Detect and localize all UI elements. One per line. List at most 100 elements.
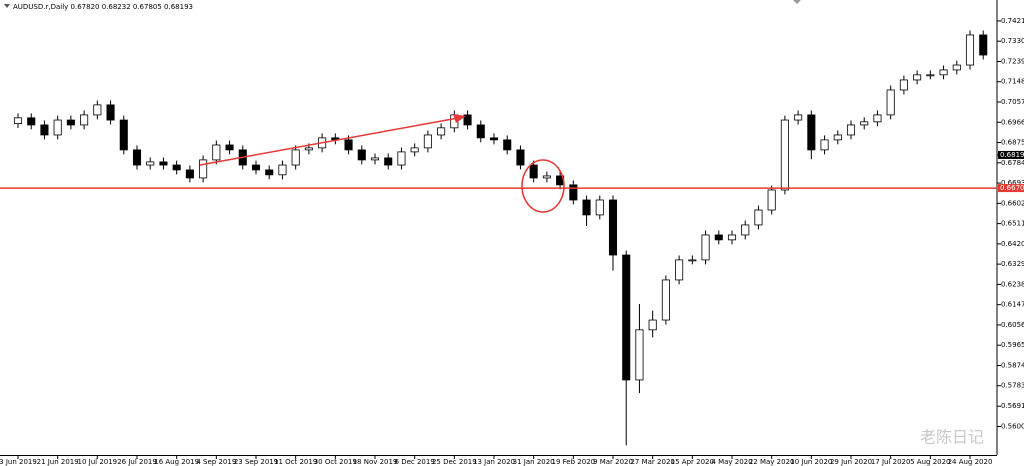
x-tick-label: 4 May 2020 <box>711 458 752 466</box>
candle-body <box>159 161 168 166</box>
candle-body <box>304 147 313 151</box>
candle-body <box>437 127 446 136</box>
candle-body <box>251 164 261 171</box>
candle-body <box>463 114 472 126</box>
candle-body <box>80 114 89 126</box>
candle-body <box>106 104 115 121</box>
y-tick-label: 0.56000 <box>1001 422 1024 430</box>
x-tick-label: 16 Aug 2019 <box>154 458 199 466</box>
x-tick-label: 27 Mar 2020 <box>630 458 674 466</box>
candle-body <box>648 319 657 331</box>
candle-body <box>886 89 895 116</box>
candle-body <box>384 157 393 166</box>
candle-body <box>860 121 869 126</box>
candle-body <box>291 149 300 166</box>
candle-body <box>833 134 842 141</box>
candle-body <box>780 119 789 191</box>
candle-body <box>397 151 406 166</box>
shift-marker <box>793 0 801 4</box>
candle-body <box>741 224 750 236</box>
highlight-circle <box>521 159 565 213</box>
x-tick-label: 19 Feb 2020 <box>552 458 596 466</box>
candle-body <box>582 199 591 216</box>
candle-body <box>820 139 829 151</box>
candle-body <box>199 159 208 179</box>
x-tick-label: 5 Aug 2020 <box>910 458 950 466</box>
x-tick-label: 30 Oct 2019 <box>314 458 357 466</box>
x-tick-label: 26 Jul 2019 <box>117 458 157 466</box>
symbol-icon <box>4 4 10 8</box>
candle-body <box>979 34 988 56</box>
x-tick-label: 10 Jun 2020 <box>790 458 832 466</box>
candle-body <box>727 234 737 241</box>
candle-body <box>476 124 485 139</box>
x-tick-label: 11 Oct 2019 <box>274 458 317 466</box>
candle-body <box>423 134 432 149</box>
x-tick-label: 31 Jan 2020 <box>513 458 555 466</box>
candle-body <box>595 199 604 216</box>
candle-body <box>146 161 155 166</box>
candle-body <box>939 69 948 76</box>
candle-body <box>688 259 697 262</box>
x-tick-label: 21 Jun 2019 <box>37 458 79 466</box>
candle-body <box>635 329 644 381</box>
candle-body <box>807 114 816 151</box>
candle-body <box>913 74 922 81</box>
candle-body <box>516 149 525 166</box>
candle-body <box>846 124 856 136</box>
candle-body <box>13 117 23 125</box>
candle-body <box>53 119 62 136</box>
candle-body <box>212 144 221 161</box>
candle-body <box>714 234 723 241</box>
candle-body <box>701 234 710 261</box>
candle-body <box>172 164 181 171</box>
x-tick-label: 9 Mar 2020 <box>593 458 633 466</box>
candle-body <box>965 34 975 66</box>
x-tick-label: 24 Aug 2020 <box>948 458 993 466</box>
candle-body <box>542 175 551 179</box>
candle-body <box>503 139 512 151</box>
candle-body <box>569 184 578 201</box>
price-label-box <box>998 184 1024 193</box>
candle-body <box>132 149 142 166</box>
x-tick-label: 22 May 2020 <box>749 458 795 466</box>
candle-body <box>873 114 882 123</box>
candle-body <box>529 164 538 179</box>
x-tick-label: 23 Sep 2019 <box>234 458 278 466</box>
trend-arrow <box>199 117 459 166</box>
price-label-box <box>998 150 1024 159</box>
candle-body <box>344 139 353 151</box>
candle-body <box>225 144 234 151</box>
x-tick-label: 3 Jun 2019 <box>0 458 37 466</box>
x-tick-label: 6 Dec 2019 <box>395 458 435 466</box>
candle-body <box>767 189 776 211</box>
candle-body <box>278 164 287 176</box>
candle-body <box>357 149 366 161</box>
candle-body <box>489 137 499 141</box>
x-tick-label: 10 Jul 2019 <box>78 458 118 466</box>
x-tick-label: 29 Jun 2020 <box>830 458 872 466</box>
candle-body <box>899 79 908 91</box>
candle-body <box>185 169 194 179</box>
x-tick-label: 17 Jul 2020 <box>871 458 911 466</box>
chart-title: AUDUSD.r,Daily 0.67820 0.68232 0.67805 0… <box>13 3 193 11</box>
